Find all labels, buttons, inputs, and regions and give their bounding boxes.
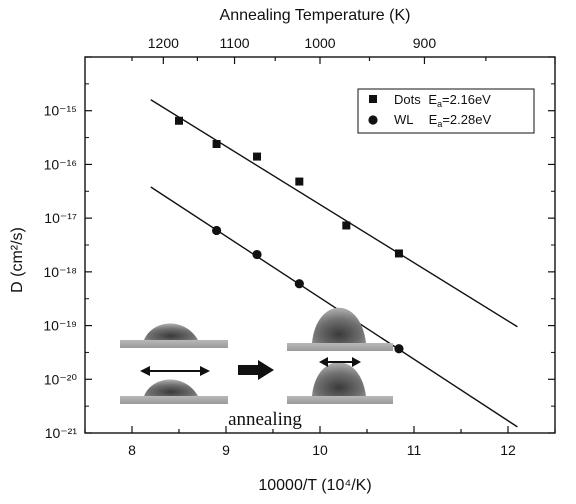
top-tick-label: 1100	[219, 35, 249, 51]
substrate-after-bottom	[287, 396, 393, 404]
axis-ticks: 8 9 10 11 12 10⁻¹⁵ 10⁻¹⁶ 10⁻¹⁷ 10⁻¹⁸ 10⁻¹⁹ 10⁻²⁰ 10…	[43, 35, 556, 458]
y-tick-label: 10⁻¹⁹	[43, 318, 77, 334]
data-point-dots	[212, 140, 221, 149]
data-points	[175, 116, 404, 354]
y-tick-label: 10⁻²¹	[45, 425, 78, 441]
y-tick-label: 10⁻¹⁸	[43, 264, 77, 280]
data-point-wl	[294, 279, 304, 289]
substrate-before-top	[120, 340, 228, 348]
legend-circle-marker	[368, 115, 378, 125]
fit-lines	[150, 99, 518, 428]
dot-before-bottom	[144, 379, 198, 396]
fit-line-dots	[150, 99, 518, 328]
legend-box	[357, 88, 535, 134]
dot-after-top	[312, 307, 366, 343]
y-tick-label: 10⁻¹⁵	[44, 103, 77, 119]
dot-after-bottom	[312, 362, 366, 396]
legend: Dots Ea=2.16eV WL Ea=2.28eV	[357, 88, 535, 134]
top-tick-label: 1200	[148, 35, 179, 51]
annealing-illustration: annealing	[120, 307, 393, 430]
x-tick-label: 12	[500, 442, 516, 458]
fit-line-wl	[150, 186, 518, 428]
dot-before-top	[144, 323, 198, 340]
data-point-dots	[253, 152, 262, 161]
x-tick-label: 9	[222, 442, 230, 458]
x-tick-label: 8	[128, 442, 136, 458]
x-tick-label: 11	[407, 442, 422, 458]
y-tick-label: 10⁻¹⁶	[44, 156, 77, 172]
data-point-dots	[295, 177, 304, 186]
data-point-wl	[212, 225, 222, 236]
data-point-dots	[394, 249, 403, 258]
process-arrow	[238, 360, 274, 380]
annealing-caption: annealing	[228, 409, 302, 430]
legend-square-marker	[369, 95, 377, 103]
data-point-dots	[175, 116, 183, 125]
top-axis-title: Annealing Temperature (K)	[220, 7, 411, 24]
data-point-wl	[394, 344, 404, 354]
arrowhead-left-after	[319, 357, 328, 367]
legend-dots-label: Dots Ea=2.16eV	[394, 92, 491, 109]
arrowhead-right-after	[352, 357, 361, 367]
y-tick-label: 10⁻¹⁷	[44, 210, 77, 226]
top-tick-label: 1000	[304, 35, 335, 51]
arrowhead-right-before	[200, 366, 210, 376]
x-axis-title: 10000/T (10⁴/K)	[258, 477, 371, 494]
substrate-before-bottom	[120, 396, 228, 404]
legend-wl-label: WL Ea=2.28eV	[394, 112, 491, 129]
x-tick-label: 10	[312, 442, 328, 458]
data-point-wl	[252, 249, 262, 260]
data-point-dots	[342, 221, 351, 230]
arrowhead-left-before	[140, 366, 150, 376]
substrate-after-top	[287, 343, 393, 351]
top-tick-label: 900	[413, 35, 437, 51]
y-tick-label: 10⁻²⁰	[44, 371, 78, 387]
y-axis-title: D (cm²/s)	[9, 227, 26, 293]
